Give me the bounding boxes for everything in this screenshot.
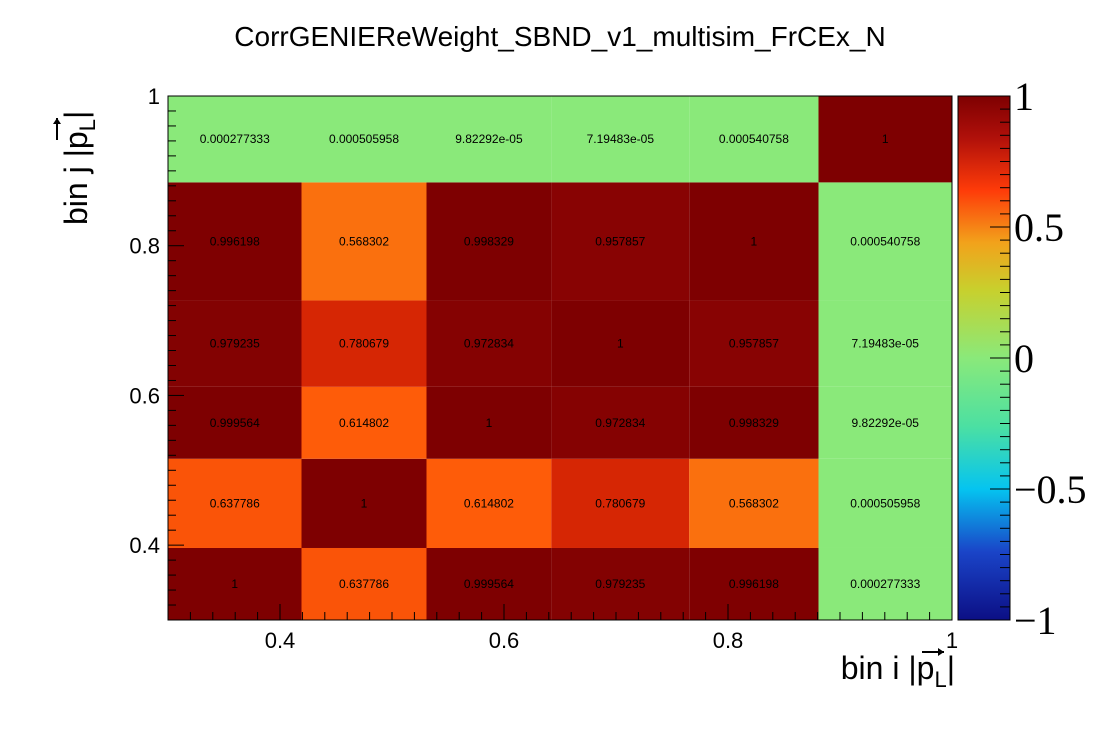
heatmap-cell <box>168 547 302 620</box>
cell-value-label: 1 <box>361 496 368 510</box>
x-tick-label: 1 <box>946 628 958 653</box>
x-axis: 0.4 0.6 0.8 1 <box>167 604 958 653</box>
cell-value-label: 0.999564 <box>210 416 260 430</box>
heatmap-cell <box>168 458 302 548</box>
y-tick-label: 0.8 <box>129 234 160 259</box>
cell-value-label: 0.614802 <box>339 416 389 430</box>
x-tick-label: 0.6 <box>489 628 520 653</box>
heatmap-cell <box>301 96 427 183</box>
plot-frame <box>167 95 953 621</box>
cell-value-label: 0.000277333 <box>200 132 270 146</box>
heatmap-cell <box>818 96 952 183</box>
cell-value-label: 7.19483e-05 <box>852 337 920 351</box>
y-tick-label: 0.4 <box>129 533 160 558</box>
cell-value-label: 0.780679 <box>339 337 389 351</box>
cell-value-label: 0.000505958 <box>850 496 920 510</box>
cell-value-label: 0.780679 <box>595 496 645 510</box>
z-tick-label: −0.5 <box>1014 467 1087 512</box>
cell-value-label: 0.957857 <box>595 234 645 248</box>
heatmap-cell <box>168 386 302 459</box>
y-axis: 0.4 0.6 0.8 1 <box>129 84 184 621</box>
color-scale-axis: −1 −0.5 0 0.5 1 <box>990 74 1087 643</box>
cell-value-label: 0.998329 <box>464 234 514 248</box>
z-tick-label: 1 <box>1014 74 1034 119</box>
x-axis-title: bin i |pL| <box>841 650 955 692</box>
heatmap-cell <box>426 547 552 620</box>
heatmap-cell-labels: 1 0.637786 0.999564 0.979235 0.996198 0.00027… <box>200 132 921 591</box>
z-tick-label: 0.5 <box>1014 205 1064 250</box>
heatmap-cell <box>551 182 690 301</box>
cell-value-label: 0.000505958 <box>329 132 399 146</box>
cell-value-label: 7.19483e-05 <box>587 132 655 146</box>
heatmap-cell <box>551 458 690 548</box>
chart-title: CorrGENIEReWeight_SBND_v1_multisim_FrCEx… <box>234 21 885 52</box>
cell-value-label: 0.999564 <box>464 577 514 591</box>
heatmap-cell <box>301 547 427 620</box>
heatmap-cell <box>168 96 302 183</box>
heatmap-cell <box>301 458 427 548</box>
heatmap-cell <box>426 96 552 183</box>
cell-value-label: 0.998329 <box>729 416 779 430</box>
cell-value-label: 0.637786 <box>210 496 260 510</box>
heatmap-cell <box>689 458 819 548</box>
y-tick-label: 0.6 <box>129 383 160 408</box>
heatmap-cell <box>818 182 952 301</box>
cell-value-label: 0.000540758 <box>850 234 920 248</box>
cell-value-label: 0.000277333 <box>850 577 920 591</box>
momentum-vector-arrows <box>53 118 944 656</box>
cell-value-label: 1 <box>751 234 758 248</box>
z-tick-label: 0 <box>1014 336 1034 381</box>
cell-value-label: 0.614802 <box>464 496 514 510</box>
heatmap-cell <box>426 300 552 387</box>
heatmap-cell <box>551 96 690 183</box>
vector-arrow-head <box>938 648 944 656</box>
cell-value-label: 1 <box>882 132 889 146</box>
cell-value-label: 0.979235 <box>210 337 260 351</box>
heatmap-cell <box>818 458 952 548</box>
cell-value-label: 0.568302 <box>729 496 779 510</box>
heatmap-cell <box>551 386 690 459</box>
heatmap-cell <box>168 182 302 301</box>
cell-value-label: 0.996198 <box>210 234 260 248</box>
heatmap-cell <box>426 182 552 301</box>
cell-value-label: 9.82292e-05 <box>852 416 920 430</box>
cell-value-label: 0.568302 <box>339 234 389 248</box>
x-tick-label: 0.8 <box>713 628 744 653</box>
heatmap-cell <box>818 386 952 459</box>
cell-value-label: 1 <box>486 416 493 430</box>
cell-value-label: 0.000540758 <box>719 132 789 146</box>
heatmap-cell <box>301 300 427 387</box>
heatmap-cell <box>689 386 819 459</box>
heatmap-cell <box>168 300 302 387</box>
cell-value-label: 1 <box>231 577 238 591</box>
heatmap-cells <box>168 96 952 620</box>
heatmap-cell <box>301 386 427 459</box>
heatmap-cell <box>689 300 819 387</box>
x-tick-label: 0.4 <box>265 628 296 653</box>
heatmap-cell <box>426 386 552 459</box>
y-axis-title: bin j |pL| <box>58 111 100 225</box>
heatmap-cell <box>818 547 952 620</box>
heatmap-cell <box>689 547 819 620</box>
y-tick-label: 1 <box>148 84 160 109</box>
vector-arrow-head <box>53 118 61 124</box>
cell-value-label: 0.637786 <box>339 577 389 591</box>
heatmap-cell <box>689 96 819 183</box>
cell-value-label: 0.957857 <box>729 337 779 351</box>
heatmap-cell <box>551 547 690 620</box>
heatmap-cell <box>301 182 427 301</box>
cell-value-label: 1 <box>617 337 624 351</box>
heatmap-cell <box>818 300 952 387</box>
cell-value-label: 0.996198 <box>729 577 779 591</box>
cell-value-label: 9.82292e-05 <box>455 132 523 146</box>
heatmap-cell <box>689 182 819 301</box>
heatmap-cell <box>426 458 552 548</box>
cell-value-label: 0.972834 <box>595 416 645 430</box>
cell-value-label: 0.972834 <box>464 337 514 351</box>
cell-value-label: 0.979235 <box>595 577 645 591</box>
z-tick-label: −1 <box>1014 598 1057 643</box>
heatmap-cell <box>551 300 690 387</box>
